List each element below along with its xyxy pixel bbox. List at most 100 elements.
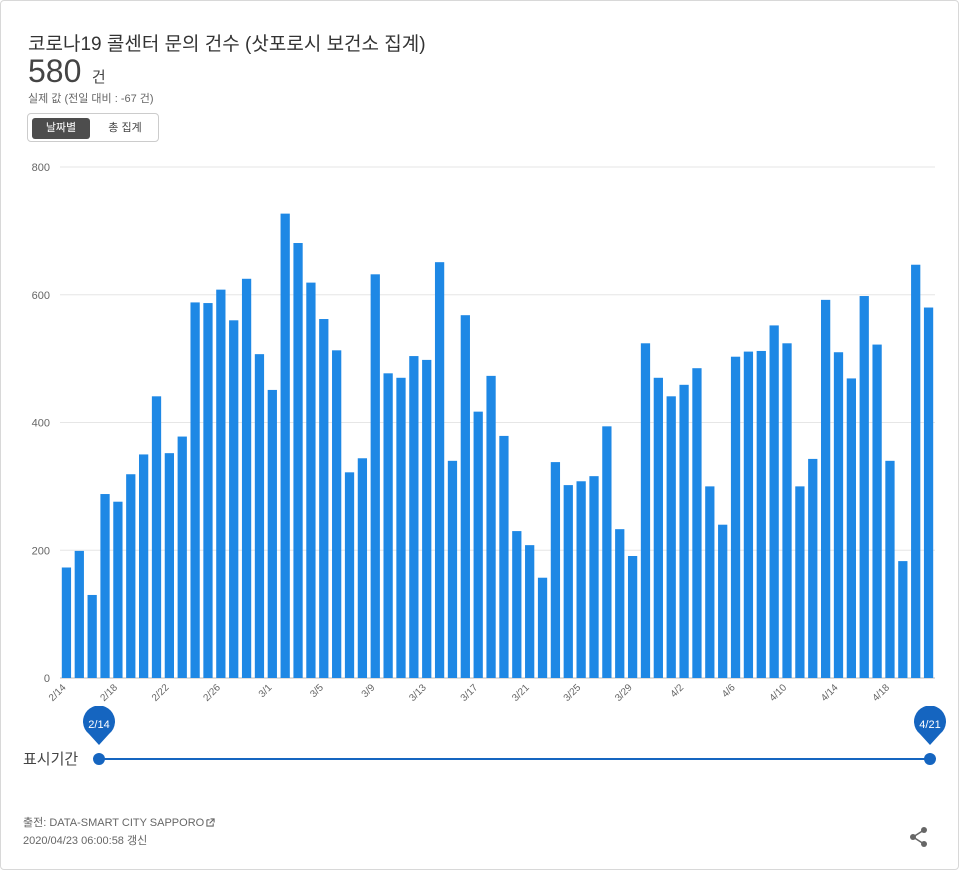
x-tick-label: 3/13: [407, 682, 429, 704]
bar[interactable]: [113, 501, 123, 678]
bar[interactable]: [177, 436, 187, 678]
bar[interactable]: [666, 396, 676, 678]
x-tick-label: 4/2: [669, 682, 687, 700]
bar[interactable]: [615, 529, 625, 678]
bar[interactable]: [293, 243, 303, 678]
bar[interactable]: [447, 460, 458, 678]
bar[interactable]: [216, 289, 226, 678]
bar[interactable]: [74, 550, 84, 678]
bar[interactable]: [434, 262, 445, 678]
updated-timestamp: 2020/04/23 06:00:58 갱신: [23, 835, 148, 847]
y-tick-label: 800: [32, 162, 50, 174]
bar[interactable]: [473, 411, 483, 678]
share-icon[interactable]: [908, 826, 930, 848]
bar[interactable]: [898, 561, 908, 678]
bar[interactable]: [589, 476, 599, 678]
x-tick-label: 2/26: [201, 682, 223, 704]
slider-start-handle[interactable]: [93, 753, 105, 765]
bar[interactable]: [627, 555, 638, 678]
daily-button[interactable]: 날짜별: [32, 118, 90, 139]
bar[interactable]: [833, 352, 844, 678]
bar[interactable]: [859, 296, 869, 678]
source-link[interactable]: DATA-SMART CITY SAPPORO: [49, 817, 205, 829]
range-label: 표시기간: [23, 751, 79, 768]
x-tick-label: 3/17: [459, 682, 481, 704]
bar[interactable]: [280, 213, 290, 678]
x-tick-label: 2/14: [47, 682, 69, 704]
bar[interactable]: [885, 460, 895, 678]
bar[interactable]: [370, 274, 380, 678]
bar[interactable]: [537, 577, 548, 678]
bar[interactable]: [512, 531, 522, 678]
bar[interactable]: [100, 494, 110, 678]
bar[interactable]: [602, 426, 612, 678]
bar[interactable]: [756, 350, 766, 678]
bar[interactable]: [344, 472, 355, 678]
bar[interactable]: [229, 320, 239, 678]
bar[interactable]: [563, 485, 573, 678]
x-tick-label: 3/21: [510, 682, 532, 704]
y-tick-label: 400: [32, 418, 50, 430]
date-range-slider[interactable]: 2/14 4/21: [1, 706, 959, 786]
bar[interactable]: [383, 373, 393, 678]
bar[interactable]: [254, 354, 265, 678]
bar[interactable]: [409, 356, 419, 678]
slider-end-handle[interactable]: [924, 753, 936, 765]
bar[interactable]: [640, 343, 651, 678]
bar[interactable]: [164, 453, 175, 678]
bar[interactable]: [653, 377, 663, 678]
x-tick-label: 3/5: [308, 682, 326, 700]
bar[interactable]: [422, 359, 432, 678]
bar[interactable]: [499, 435, 509, 678]
card-title: 코로나19 콜센터 문의 건수 (삿포로시 보건소 집계): [28, 34, 426, 55]
bar[interactable]: [241, 278, 252, 678]
view-toggle: 날짜별 총 집계: [27, 113, 159, 142]
bar[interactable]: [846, 378, 856, 678]
bar[interactable]: [769, 325, 779, 678]
y-tick-label: 0: [44, 673, 50, 685]
bar[interactable]: [126, 474, 136, 678]
bar[interactable]: [525, 545, 535, 678]
bar[interactable]: [319, 319, 329, 678]
end-date-pin: 4/21: [914, 706, 946, 745]
x-tick-label: 3/9: [360, 682, 378, 700]
bar[interactable]: [872, 344, 882, 678]
source-prefix: 출전:: [23, 817, 50, 829]
bar[interactable]: [718, 524, 728, 678]
bar[interactable]: [550, 462, 561, 678]
bar[interactable]: [306, 282, 316, 678]
bar[interactable]: [332, 350, 342, 678]
bar[interactable]: [460, 315, 470, 678]
value-subtext: 실제 값 (전일 대비 : -67 건): [28, 93, 154, 105]
value-unit: 건: [91, 69, 106, 86]
bar[interactable]: [203, 303, 213, 678]
bar[interactable]: [730, 356, 741, 678]
bar[interactable]: [267, 389, 277, 678]
bar[interactable]: [820, 299, 831, 678]
source-line: 출전: DATA-SMART CITY SAPPORO: [23, 814, 215, 830]
bar[interactable]: [396, 377, 406, 678]
bar[interactable]: [87, 594, 97, 678]
start-date-pin: 2/14: [83, 706, 115, 745]
bar[interactable]: [151, 396, 162, 678]
start-date-label: 2/14: [88, 719, 109, 731]
bar[interactable]: [692, 368, 702, 678]
bar[interactable]: [190, 302, 200, 678]
x-tick-label: 4/14: [819, 682, 841, 704]
bar[interactable]: [486, 375, 496, 678]
bar[interactable]: [61, 567, 72, 678]
bar[interactable]: [923, 307, 934, 678]
bar[interactable]: [357, 458, 368, 678]
bar[interactable]: [705, 486, 715, 678]
bar[interactable]: [576, 481, 586, 678]
external-link-icon[interactable]: [206, 818, 215, 827]
bar[interactable]: [795, 486, 805, 678]
bar[interactable]: [782, 343, 792, 678]
bar[interactable]: [911, 264, 921, 678]
bar[interactable]: [808, 458, 818, 678]
total-button[interactable]: 총 집계: [108, 122, 142, 134]
bar[interactable]: [679, 384, 689, 678]
bar[interactable]: [743, 351, 754, 678]
x-tick-label: 2/18: [98, 682, 120, 704]
bar[interactable]: [139, 454, 149, 678]
